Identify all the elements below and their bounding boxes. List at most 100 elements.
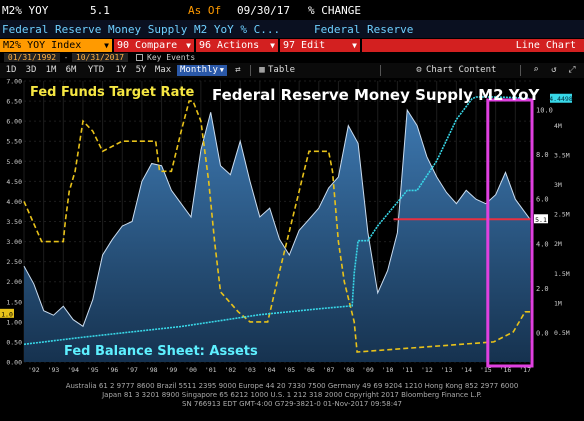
line-chart-label: Line Chart xyxy=(515,40,576,51)
chevron-down-icon: ▼ xyxy=(352,41,357,50)
right-axis-yoy: 0.0 2.0 4.0 6.0 8.0 10.0 xyxy=(536,106,553,337)
x-tick-label: '16 xyxy=(500,366,512,374)
left-tick-label: 0.50 xyxy=(6,338,22,346)
right-tick-label: 10.0 xyxy=(536,106,553,114)
asset-tick-label: 1M xyxy=(554,299,562,307)
edit-label: 97 Edit xyxy=(283,40,326,51)
end-date-field[interactable]: 10/31/2017 xyxy=(72,53,128,62)
x-tick-label: '12 xyxy=(421,366,433,374)
left-tick-label: 4.00 xyxy=(6,198,22,206)
left-tick-label: 1.50 xyxy=(6,298,22,306)
highlight-box xyxy=(486,98,534,368)
fed-funds-line xyxy=(23,100,531,353)
x-tick-label: '99 xyxy=(166,366,178,374)
left-tick-label: 1.00 xyxy=(6,318,22,326)
x-tick-label: '08 xyxy=(342,366,354,374)
table-button[interactable]: Table xyxy=(268,65,296,75)
left-tick-label: 7.00 xyxy=(6,78,22,86)
footer-contacts-line: Australia 61 2 9777 8600 Brazil 5511 239… xyxy=(65,382,519,390)
right-tick-label: 6.0 xyxy=(536,196,549,204)
x-tick-label: '96 xyxy=(107,366,119,374)
fed-funds-last-badge: 1.0 xyxy=(1,310,13,318)
asset-tick-label: 2.5M xyxy=(554,211,570,219)
index-selector[interactable]: M2% YOY Index ▼ xyxy=(0,39,112,52)
ticker-value: 5.1 xyxy=(90,4,110,17)
x-tick-label: '14 xyxy=(460,366,472,374)
chevron-down-icon: ▼ xyxy=(104,41,109,50)
footer: Australia 61 2 9777 8600 Brazil 5511 239… xyxy=(0,382,584,421)
left-tick-label: 4.50 xyxy=(6,178,22,186)
zoom-icon[interactable]: ⌕ xyxy=(533,65,539,75)
change-label: % CHANGE xyxy=(308,4,361,17)
toolbar-divider xyxy=(520,65,521,76)
asset-tick-label: 0.5M xyxy=(554,329,570,337)
x-tick-label: '09 xyxy=(362,366,374,374)
x-tick-label: '07 xyxy=(323,366,335,374)
chart-settings-icon[interactable]: ⇄ xyxy=(235,65,241,75)
m2-last-badge-bg xyxy=(534,214,548,224)
start-date-field[interactable]: 01/31/1992 xyxy=(4,53,60,62)
x-axis: '92 '93 '94 '95 '96 '97 '98 '99 '00 '01 '02 '03 '04 '… xyxy=(28,366,531,374)
m2-yoy-line xyxy=(23,108,531,328)
line-chart-button[interactable]: Line Chart xyxy=(362,39,584,52)
x-tick-label: '03 xyxy=(244,366,256,374)
asset-tick-label: 4M xyxy=(554,122,562,130)
m2-last-badge: 5.1 xyxy=(535,216,547,224)
chart-content-button[interactable]: Chart Content xyxy=(426,65,497,75)
reset-icon[interactable]: ↺ xyxy=(551,65,557,75)
left-tick-label: 2.50 xyxy=(6,258,22,266)
range-6m-button[interactable]: 6M xyxy=(65,65,77,75)
chart-svg: 0.00 0.50 1.00 1.50 2.00 2.50 3.00 3.50 4.00 4.50… xyxy=(0,78,573,374)
right-tick-label: 2.0 xyxy=(536,285,549,293)
asset-tick-label: 3.5M xyxy=(554,151,570,159)
key-events-checkbox[interactable] xyxy=(136,54,143,61)
date-separator: - xyxy=(63,53,69,62)
range-1m-button[interactable]: 1M xyxy=(45,65,57,75)
x-tick-label: '06 xyxy=(303,366,315,374)
asset-tick-label: 2M xyxy=(554,240,562,248)
header-bar: M2% YOY 5.1 As Of 09/30/17 % CHANGE xyxy=(0,0,584,20)
x-tick-label: '02 xyxy=(224,366,236,374)
chevron-down-icon: ▼ xyxy=(219,66,224,74)
function-toolbar: M2% YOY Index ▼ 90 Compare ▼ 96 Actions … xyxy=(0,38,584,53)
right-tick-label: 0.0 xyxy=(536,330,549,338)
ticker-label: M2% YOY xyxy=(2,4,49,17)
x-tick-label: '11 xyxy=(401,366,413,374)
x-tick-label: '97 xyxy=(126,366,138,374)
right-tick-label: 4.0 xyxy=(536,240,549,248)
table-icon[interactable]: ▦ xyxy=(259,65,265,75)
source-label: Federal Reserve xyxy=(314,23,414,36)
x-tick-label: '10 xyxy=(382,366,394,374)
actions-button[interactable]: 96 Actions ▼ xyxy=(196,39,278,52)
asset-tick-label: 3M xyxy=(554,181,562,189)
range-5y-button[interactable]: 5Y xyxy=(135,65,147,75)
x-tick-label: '94 xyxy=(67,366,79,374)
range-max-button[interactable]: Max xyxy=(154,65,172,75)
toolbar-divider xyxy=(250,65,251,76)
left-tick-label: 3.00 xyxy=(6,238,22,246)
x-tick-label: '04 xyxy=(264,366,276,374)
left-tick-label: 5.50 xyxy=(6,138,22,146)
right-tick-label: 8.0 xyxy=(536,151,549,159)
left-tick-label: 5.00 xyxy=(6,158,22,166)
x-tick-label: '15 xyxy=(480,366,492,374)
edit-button[interactable]: 97 Edit ▼ xyxy=(280,39,360,52)
last-value-badges: 1.0 4.4498 5.1 xyxy=(0,93,573,318)
range-3d-button[interactable]: 3D xyxy=(25,65,37,75)
period-select[interactable]: Monthly ▼ xyxy=(177,65,227,76)
security-description-bar: Federal Reserve Money Supply M2 YoY % C.… xyxy=(0,20,584,38)
compare-button[interactable]: 90 Compare ▼ xyxy=(114,39,194,52)
index-label: M2% YOY Index xyxy=(3,40,82,51)
actions-label: 96 Actions xyxy=(199,40,260,51)
chevron-down-icon: ▼ xyxy=(186,41,191,50)
range-1d-button[interactable]: 1D xyxy=(5,65,17,75)
expand-icon[interactable]: ⤢ xyxy=(568,65,576,75)
period-label: Monthly xyxy=(180,65,218,75)
left-tick-label: 6.00 xyxy=(6,118,22,126)
gear-icon[interactable]: ⚙ xyxy=(416,65,422,75)
range-1y-button[interactable]: 1Y xyxy=(115,65,127,75)
x-tick-label: '95 xyxy=(87,366,99,374)
range-ytd-button[interactable]: YTD xyxy=(87,65,105,75)
asof-label: As Of xyxy=(188,4,222,17)
toolbar-divider xyxy=(380,65,381,76)
